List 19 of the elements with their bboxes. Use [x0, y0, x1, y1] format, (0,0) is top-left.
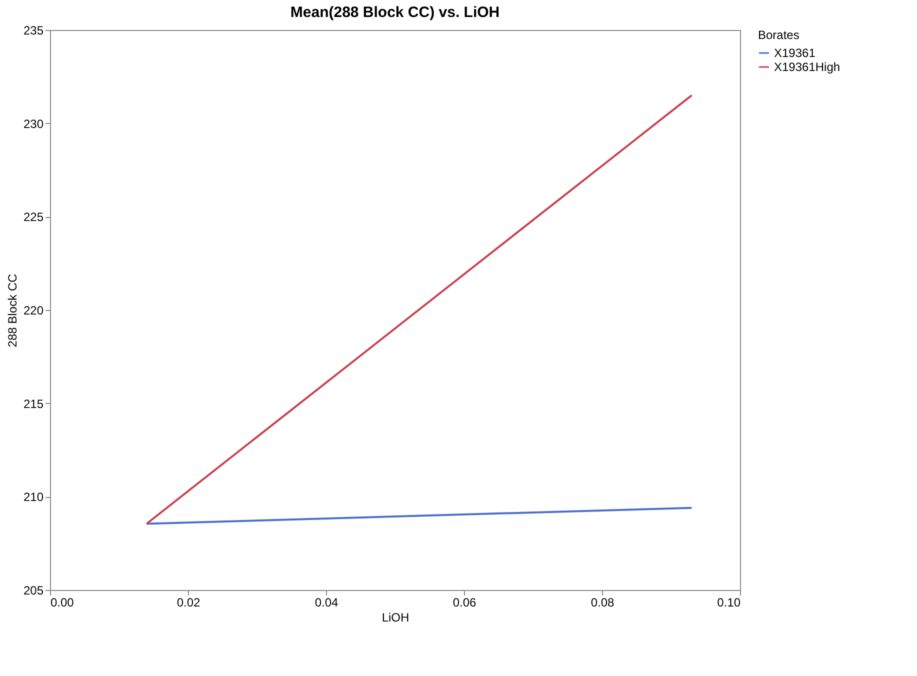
x-tick-label: 0.08	[590, 596, 614, 610]
x-tick-label: 0.10	[717, 596, 741, 610]
y-tick-label: 235	[23, 24, 44, 38]
legend-label: X19361High	[774, 60, 840, 74]
y-tick-label: 210	[23, 490, 44, 504]
y-tick-label: 225	[23, 210, 44, 224]
y-axis-title: 288 Block CC	[5, 273, 20, 348]
chart-title: Mean(288 Block CC) vs. LiOH	[290, 4, 500, 21]
x-tick-label: 0.06	[452, 596, 476, 610]
y-tick-label: 230	[23, 116, 44, 131]
x-axis-title: LiOH	[382, 610, 410, 624]
y-tick-label: 220	[23, 304, 44, 318]
y-tick-label: 205	[23, 584, 44, 598]
x-tick-label: 0.04	[314, 596, 338, 610]
y-tick-label: 215	[23, 396, 44, 411]
x-tick-label: 0.00	[50, 596, 74, 610]
legend-label: X19361	[774, 46, 816, 60]
x-tick-label: 0.02	[176, 596, 200, 610]
legend-title: Borates	[758, 28, 800, 42]
